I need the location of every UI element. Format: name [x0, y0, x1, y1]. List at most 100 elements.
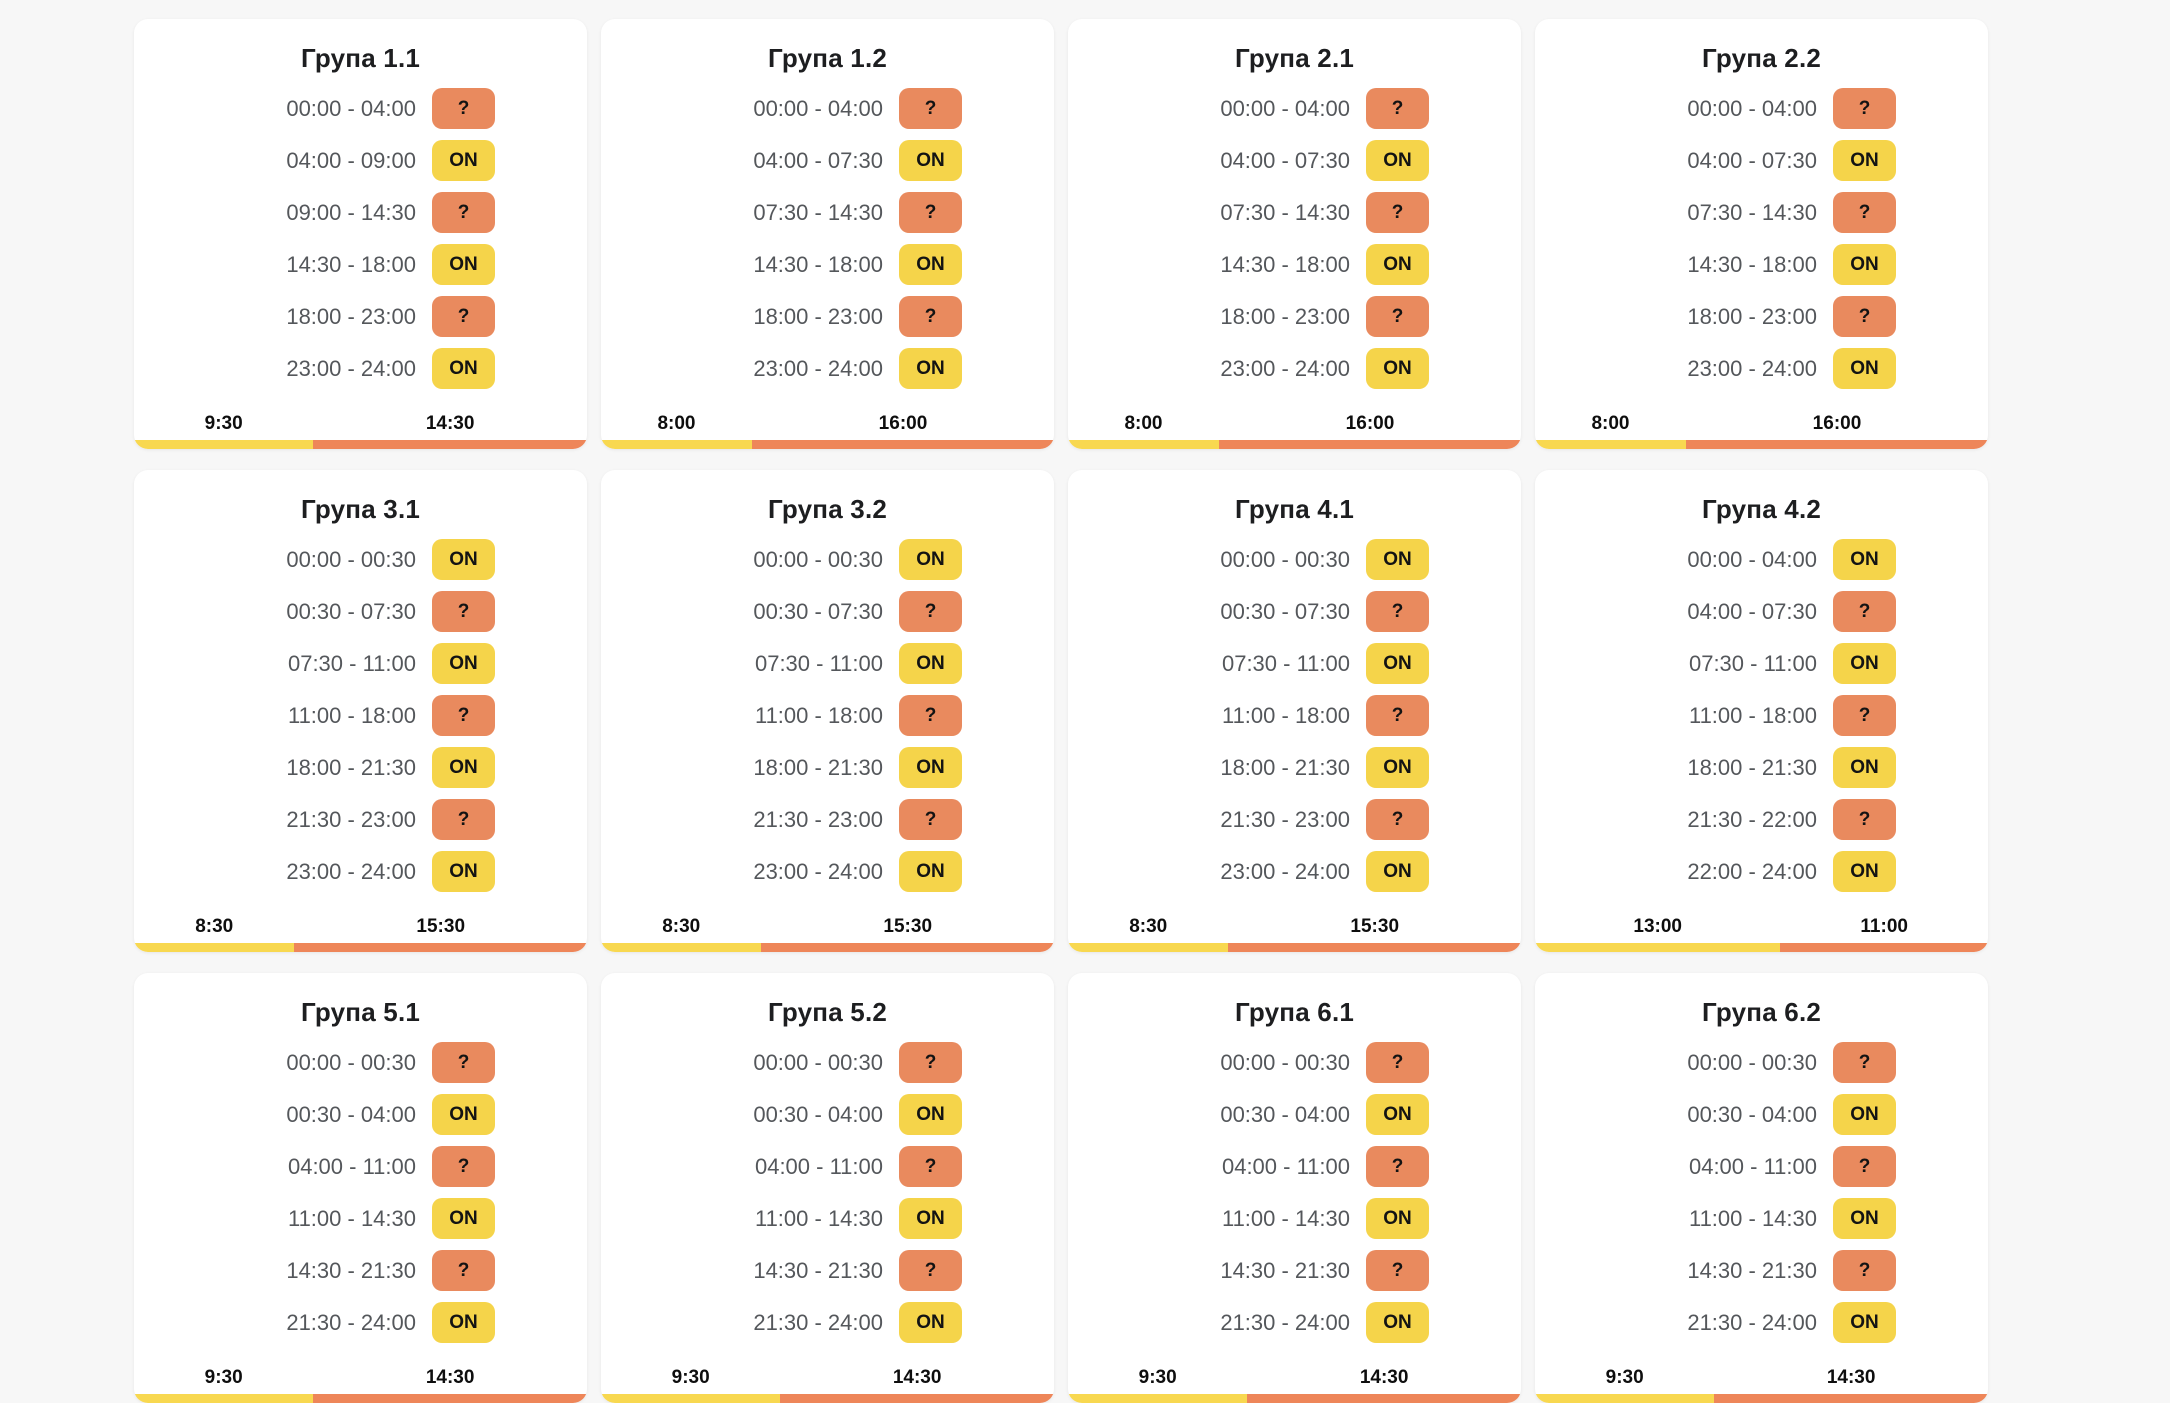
schedule-row: 21:30 - 23:00 ? [693, 799, 962, 840]
state-toggle-button[interactable]: ON [899, 643, 962, 684]
state-toggle-button[interactable]: ? [899, 799, 962, 840]
unknown-segment [1247, 1394, 1521, 1403]
state-toggle-button[interactable]: ON [1833, 1198, 1896, 1239]
state-toggle-button[interactable]: ON [1366, 539, 1429, 580]
state-toggle-button[interactable]: ON [1366, 1094, 1429, 1135]
state-toggle-button[interactable]: ? [432, 296, 495, 337]
state-toggle-button[interactable]: ON [899, 1302, 962, 1343]
state-toggle-button[interactable]: ? [1833, 88, 1896, 129]
schedule-row: 21:30 - 24:00 ON [1160, 1302, 1429, 1343]
schedule-row: 00:30 - 04:00 ON [1160, 1094, 1429, 1135]
state-toggle-button[interactable]: ? [1366, 88, 1429, 129]
state-toggle-button[interactable]: ? [899, 296, 962, 337]
state-toggle-button[interactable]: ? [1833, 296, 1896, 337]
state-toggle-button[interactable]: ? [899, 1250, 962, 1291]
time-range-label: 00:00 - 04:00 [753, 95, 883, 121]
state-toggle-button[interactable]: ON [1833, 140, 1896, 181]
state-toggle-button[interactable]: ON [899, 140, 962, 181]
state-toggle-button[interactable]: ON [432, 1302, 495, 1343]
state-toggle-button[interactable]: ON [1833, 244, 1896, 285]
state-toggle-button[interactable]: ? [1366, 192, 1429, 233]
state-toggle-button[interactable]: ON [899, 539, 962, 580]
state-toggle-button[interactable]: ON [1366, 244, 1429, 285]
state-toggle-button[interactable]: ON [432, 643, 495, 684]
state-toggle-button[interactable]: ? [899, 1042, 962, 1083]
schedule-row: 14:30 - 18:00 ON [1160, 244, 1429, 285]
summary-labels: 9:30 14:30 [134, 413, 587, 435]
on-total-label: 13:00 [1633, 916, 1682, 937]
state-toggle-button[interactable]: ON [899, 348, 962, 389]
state-toggle-button[interactable]: ON [432, 244, 495, 285]
state-toggle-button[interactable]: ? [899, 192, 962, 233]
state-toggle-button[interactable]: ? [432, 591, 495, 632]
state-toggle-button[interactable]: ON [1833, 643, 1896, 684]
state-toggle-button[interactable]: ? [1833, 1250, 1896, 1291]
schedule-row: 23:00 - 24:00 ON [1627, 348, 1896, 389]
schedule-row: 07:30 - 14:30 ? [693, 192, 962, 233]
state-toggle-button[interactable]: ON [432, 140, 495, 181]
schedule-row: 11:00 - 18:00 ? [226, 695, 495, 736]
state-toggle-button[interactable]: ON [432, 1198, 495, 1239]
state-toggle-button[interactable]: ? [432, 192, 495, 233]
state-toggle-button[interactable]: ? [432, 695, 495, 736]
state-toggle-button[interactable]: ON [899, 1198, 962, 1239]
state-toggle-button[interactable]: ? [1366, 296, 1429, 337]
schedule-row: 00:00 - 00:30 ON [1160, 539, 1429, 580]
state-toggle-button[interactable]: ON [1833, 539, 1896, 580]
time-range-label: 11:00 - 14:30 [754, 1205, 883, 1231]
state-toggle-button[interactable]: ? [899, 88, 962, 129]
state-toggle-button[interactable]: ? [1366, 591, 1429, 632]
state-toggle-button[interactable]: ? [1366, 1250, 1429, 1291]
schedule-row: 18:00 - 23:00 ? [1160, 296, 1429, 337]
on-off-ratio-bar [134, 440, 587, 449]
state-toggle-button[interactable]: ON [432, 747, 495, 788]
state-toggle-button[interactable]: ON [1366, 643, 1429, 684]
state-toggle-button[interactable]: ON [899, 851, 962, 892]
state-toggle-button[interactable]: ON [432, 1094, 495, 1135]
state-toggle-button[interactable]: ON [1366, 851, 1429, 892]
state-toggle-button[interactable]: ? [899, 591, 962, 632]
state-toggle-button[interactable]: ON [1366, 747, 1429, 788]
state-toggle-button[interactable]: ON [432, 348, 495, 389]
state-toggle-button[interactable]: ? [1833, 1146, 1896, 1187]
state-toggle-button[interactable]: ON [899, 1094, 962, 1135]
time-range-label: 04:00 - 07:30 [1687, 598, 1817, 624]
state-toggle-button[interactable]: ? [1366, 695, 1429, 736]
time-range-label: 21:30 - 24:00 [1687, 1309, 1817, 1335]
state-toggle-button[interactable]: ? [432, 1146, 495, 1187]
state-toggle-button[interactable]: ON [1366, 140, 1429, 181]
time-range-label: 00:30 - 04:00 [1220, 1101, 1350, 1127]
state-toggle-button[interactable]: ? [1833, 192, 1896, 233]
state-toggle-button[interactable]: ON [1833, 1094, 1896, 1135]
state-toggle-button[interactable]: ? [899, 1146, 962, 1187]
state-toggle-button[interactable]: ON [1833, 348, 1896, 389]
state-toggle-button[interactable]: ON [1833, 747, 1896, 788]
summary-labels: 9:30 14:30 [1068, 1367, 1521, 1389]
state-toggle-button[interactable]: ON [432, 539, 495, 580]
state-toggle-button[interactable]: ON [899, 747, 962, 788]
state-toggle-button[interactable]: ? [1833, 799, 1896, 840]
schedule-row: 04:00 - 11:00 ? [226, 1146, 495, 1187]
state-toggle-button[interactable]: ? [432, 88, 495, 129]
state-toggle-button[interactable]: ON [1366, 1302, 1429, 1343]
state-toggle-button[interactable]: ON [899, 244, 962, 285]
state-toggle-button[interactable]: ON [1366, 348, 1429, 389]
schedule-rows: 00:00 - 00:30 ? 00:30 - 04:00 ON 04:00 -… [1068, 1042, 1521, 1343]
state-toggle-button[interactable]: ON [1833, 851, 1896, 892]
state-toggle-button[interactable]: ? [1833, 695, 1896, 736]
state-toggle-button[interactable]: ? [1366, 1042, 1429, 1083]
unknown-segment [1685, 440, 1988, 449]
schedule-rows: 00:00 - 00:30 ? 00:30 - 04:00 ON 04:00 -… [1535, 1042, 1988, 1343]
state-toggle-button[interactable]: ON [1833, 1302, 1896, 1343]
state-toggle-button[interactable]: ? [432, 799, 495, 840]
state-toggle-button[interactable]: ON [432, 851, 495, 892]
state-toggle-button[interactable]: ? [1833, 591, 1896, 632]
state-toggle-button[interactable]: ? [1833, 1042, 1896, 1083]
state-toggle-button[interactable]: ? [432, 1042, 495, 1083]
state-toggle-button[interactable]: ON [1366, 1198, 1429, 1239]
state-toggle-button[interactable]: ? [432, 1250, 495, 1291]
state-toggle-button[interactable]: ? [899, 695, 962, 736]
state-toggle-button[interactable]: ? [1366, 799, 1429, 840]
on-off-ratio-bar [1068, 1394, 1521, 1403]
state-toggle-button[interactable]: ? [1366, 1146, 1429, 1187]
